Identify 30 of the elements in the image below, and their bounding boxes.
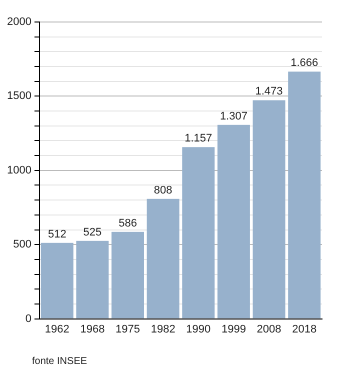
data-label: 1.666 bbox=[290, 57, 318, 70]
bar bbox=[217, 124, 250, 318]
data-label: 808 bbox=[154, 184, 172, 196]
bar bbox=[182, 147, 215, 318]
data-label: 1.307 bbox=[220, 110, 248, 122]
data-label: 512 bbox=[48, 228, 66, 240]
x-tick-label: 1990 bbox=[186, 323, 211, 336]
y-tick-label: 2000 bbox=[6, 16, 32, 28]
y-tick-label: 0 bbox=[25, 312, 32, 325]
x-tick-label: 2008 bbox=[256, 323, 282, 336]
bar bbox=[112, 232, 144, 318]
x-tick-label: 1975 bbox=[116, 323, 140, 336]
bar bbox=[40, 242, 74, 318]
data-label: 525 bbox=[83, 226, 102, 238]
y-tick-label: 1000 bbox=[6, 164, 32, 176]
y-tick-label: 1500 bbox=[6, 90, 32, 102]
data-label: 1.473 bbox=[255, 86, 283, 98]
bar bbox=[76, 240, 109, 318]
x-tick-label: 1982 bbox=[150, 323, 176, 336]
x-tick-label: 2018 bbox=[292, 323, 317, 336]
bar bbox=[146, 198, 180, 318]
bar bbox=[252, 100, 286, 318]
y-tick-label: 500 bbox=[13, 238, 32, 251]
data-label: 1.157 bbox=[184, 132, 212, 145]
x-tick-label: 1968 bbox=[80, 323, 105, 336]
x-tick-label: 1962 bbox=[44, 323, 70, 336]
source-note: fonte INSEE bbox=[32, 356, 88, 367]
bar bbox=[288, 72, 321, 318]
data-label: 586 bbox=[118, 217, 137, 230]
x-tick-label: 1999 bbox=[221, 323, 246, 336]
